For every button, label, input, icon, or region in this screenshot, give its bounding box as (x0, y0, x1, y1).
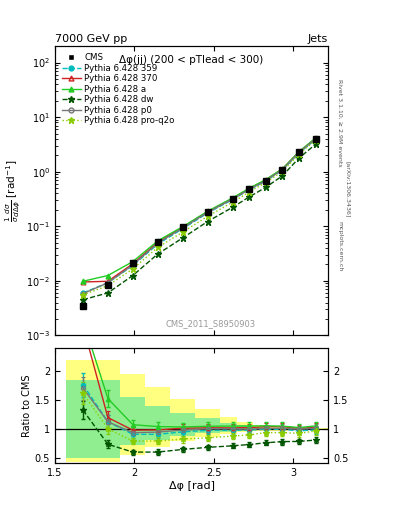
Text: Rivet 3.1.10, ≥ 2.9M events: Rivet 3.1.10, ≥ 2.9M events (337, 79, 342, 167)
Text: Δφ(jj) (200 < pTlead < 300): Δφ(jj) (200 < pTlead < 300) (119, 55, 264, 65)
X-axis label: Δφ [rad]: Δφ [rad] (169, 481, 215, 491)
Legend: CMS, Pythia 6.428 359, Pythia 6.428 370, Pythia 6.428 a, Pythia 6.428 dw, Pythia: CMS, Pythia 6.428 359, Pythia 6.428 370,… (59, 50, 177, 128)
Text: Jets: Jets (308, 34, 328, 44)
Y-axis label: $\frac{1}{\sigma}\frac{d\sigma}{d\Delta\phi}$ [rad$^{-1}$]: $\frac{1}{\sigma}\frac{d\sigma}{d\Delta\… (4, 159, 24, 222)
Text: 7000 GeV pp: 7000 GeV pp (55, 34, 127, 44)
Text: [arXiv:1306.3436]: [arXiv:1306.3436] (345, 161, 350, 218)
Text: mcplots.cern.ch: mcplots.cern.ch (337, 221, 342, 271)
Text: CMS_2011_S8950903: CMS_2011_S8950903 (165, 319, 256, 328)
Y-axis label: Ratio to CMS: Ratio to CMS (22, 374, 32, 437)
